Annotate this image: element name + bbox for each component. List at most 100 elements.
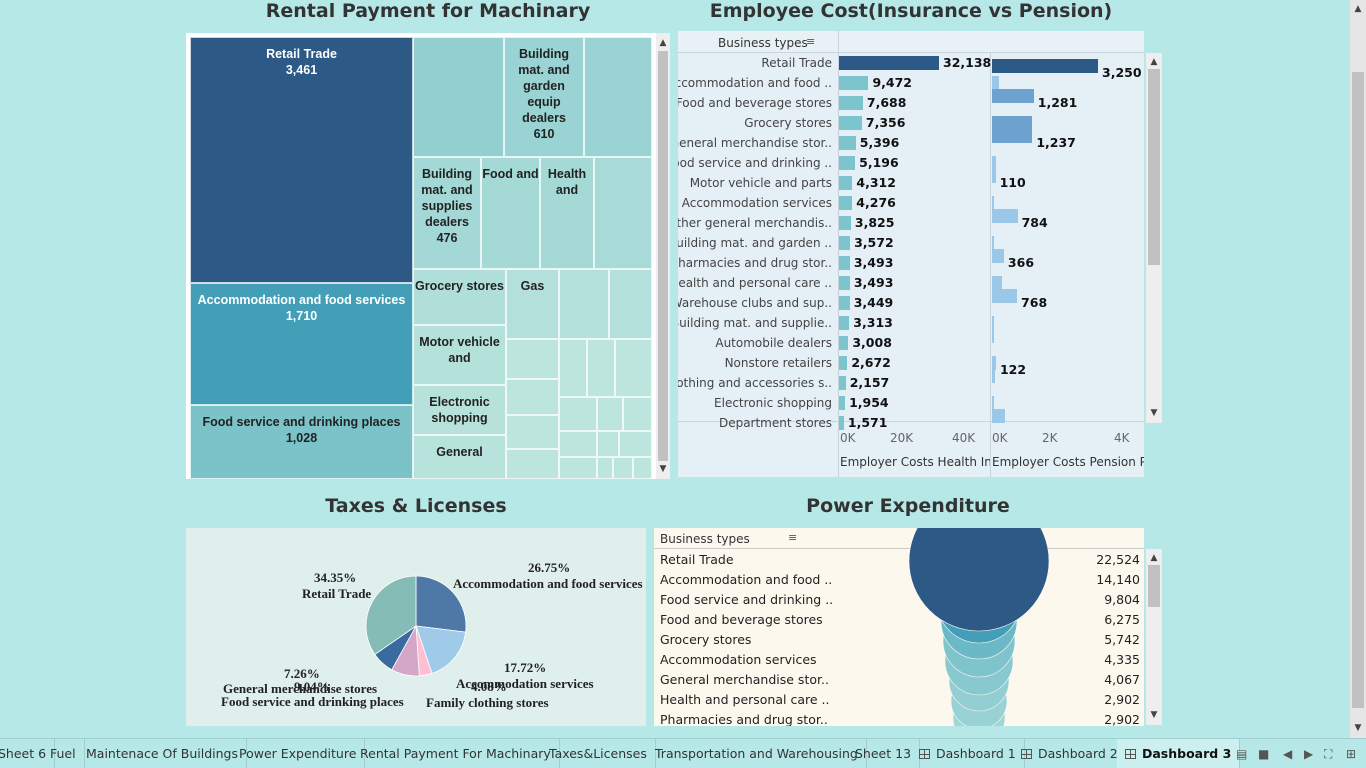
- sheet-tab[interactable]: Dashboard 2: [1013, 739, 1127, 768]
- table-row[interactable]: Motor vehicle and parts 4,312 110: [678, 169, 1144, 193]
- table-row[interactable]: Retail Trade 32,138 3,250: [678, 53, 1144, 80]
- table-row[interactable]: Food service and drinking .. 9,804: [654, 589, 1144, 609]
- treemap-cell[interactable]: [594, 157, 652, 269]
- treemap-cell[interactable]: Building mat. and garden equip dealers 61…: [504, 37, 584, 157]
- pie-slice[interactable]: [415, 575, 467, 633]
- scroll-thumb[interactable]: [1148, 565, 1160, 607]
- table-row[interactable]: Department stores 1,571: [678, 409, 1144, 433]
- scroll-thumb[interactable]: [658, 51, 668, 461]
- treemap-cell[interactable]: [559, 457, 597, 479]
- scroll-down-icon[interactable]: ▼: [659, 464, 667, 474]
- sheet-tab[interactable]: Transportation and Warehousing: [647, 739, 867, 768]
- treemap-cell[interactable]: Grocery stores: [413, 269, 506, 325]
- treemap-cell[interactable]: [609, 269, 652, 339]
- employee-scrollbar[interactable]: ▲ ▼: [1146, 53, 1162, 423]
- treemap-cell[interactable]: [584, 37, 652, 157]
- stop-icon[interactable]: ■: [1258, 747, 1270, 761]
- pension-bar[interactable]: [992, 249, 1004, 263]
- health-bar[interactable]: [839, 316, 850, 330]
- sheet-tab[interactable]: Power Expenditure: [231, 739, 366, 768]
- sheet-tab[interactable]: Dashboard 1: [911, 739, 1025, 768]
- table-row[interactable]: Electronic shopping 1,954: [678, 393, 1144, 413]
- health-bar[interactable]: [839, 196, 853, 210]
- treemap-cell[interactable]: [623, 397, 652, 431]
- treemap-cell[interactable]: Accommodation and food services 1,710: [190, 283, 413, 405]
- health-bar[interactable]: [839, 156, 856, 170]
- pension-bar[interactable]: [992, 209, 1018, 223]
- table-row[interactable]: Accommodation and food .. 9,472: [678, 73, 1144, 93]
- pension-bar[interactable]: [992, 236, 994, 250]
- treemap-cell[interactable]: [615, 339, 652, 397]
- health-bar[interactable]: [839, 376, 846, 390]
- scroll-down-icon[interactable]: ▼: [1150, 710, 1158, 720]
- table-row[interactable]: Other general merchandis.. 3,825 784: [678, 209, 1144, 233]
- table-row[interactable]: Accommodation and food .. 14,140: [654, 569, 1144, 589]
- pension-bar[interactable]: [992, 116, 1033, 130]
- health-bar[interactable]: [839, 416, 844, 430]
- treemap-cell[interactable]: [559, 339, 587, 397]
- health-bar[interactable]: [839, 136, 856, 150]
- treemap-cell[interactable]: [506, 339, 559, 379]
- table-row[interactable]: Accommodation services 4,276: [678, 193, 1144, 213]
- table-row[interactable]: Building mat. and supplie.. 3,313: [678, 313, 1144, 333]
- table-row[interactable]: Food service and drinking .. 5,196: [678, 153, 1144, 173]
- pension-bar[interactable]: [992, 59, 1098, 73]
- table-row[interactable]: Health and personal care .. 3,493: [678, 273, 1144, 293]
- sheet-tab[interactable]: Rental Payment For Machinary: [352, 739, 560, 768]
- table-row[interactable]: Pharmacies and drug stor.. 2,902: [654, 709, 1144, 726]
- treemap-cell[interactable]: [506, 449, 559, 479]
- sheet-tab[interactable]: Sheet 6: [0, 739, 56, 768]
- scroll-up-icon[interactable]: ▲: [1354, 4, 1362, 14]
- table-row[interactable]: Warehouse clubs and sup.. 3,449 768: [678, 289, 1144, 313]
- treemap-cell[interactable]: [506, 379, 559, 415]
- scroll-down-icon[interactable]: ▼: [1150, 408, 1158, 418]
- health-bar[interactable]: [839, 176, 853, 190]
- treemap-cell[interactable]: [597, 397, 623, 431]
- power-scrollbar[interactable]: ▲ ▼: [1146, 549, 1162, 725]
- sheet-tab[interactable]: Maintenace Of Buildings: [78, 739, 247, 768]
- table-row[interactable]: Food and beverage stores 6,275: [654, 609, 1144, 629]
- treemap-cell[interactable]: Electronic shopping: [413, 385, 506, 435]
- treemap-cell[interactable]: Gas: [506, 269, 559, 339]
- table-row[interactable]: Pharmacies and drug stor.. 3,493 366: [678, 249, 1144, 273]
- health-bar[interactable]: [839, 76, 869, 90]
- treemap-scrollbar[interactable]: ▲ ▼: [656, 33, 670, 479]
- pension-bar[interactable]: [992, 409, 1006, 423]
- treemap-cell[interactable]: Building mat. and supplies dealers 476: [413, 157, 481, 269]
- health-bar[interactable]: [839, 216, 851, 230]
- pension-bar[interactable]: [992, 356, 996, 370]
- treemap-cell[interactable]: Health and: [540, 157, 594, 269]
- treemap-cell[interactable]: [559, 269, 609, 339]
- treemap-cell[interactable]: [506, 415, 559, 449]
- scroll-thumb[interactable]: [1148, 69, 1160, 265]
- treemap-cell[interactable]: Food and: [481, 157, 540, 269]
- table-row[interactable]: General merchandise stor.. 4,067: [654, 669, 1144, 689]
- sheet-tab[interactable]: Dashboard 3: [1117, 739, 1241, 768]
- treemap-cell[interactable]: [619, 431, 652, 457]
- health-bar[interactable]: [839, 256, 850, 270]
- pension-bar[interactable]: [992, 329, 994, 343]
- pension-bar[interactable]: [992, 396, 994, 410]
- treemap-cell[interactable]: Motor vehicle and: [413, 325, 506, 385]
- health-bar[interactable]: [839, 96, 863, 110]
- scroll-up-icon[interactable]: ▲: [659, 38, 667, 48]
- treemap-cell[interactable]: [413, 37, 504, 157]
- table-row[interactable]: Building mat. and garden .. 3,572: [678, 233, 1144, 253]
- treemap-cell[interactable]: [559, 431, 597, 457]
- prev-tab-icon[interactable]: ◀: [1283, 747, 1293, 761]
- pension-bar[interactable]: [992, 289, 1018, 303]
- table-row[interactable]: Food and beverage stores 7,688 1,281: [678, 89, 1144, 113]
- pension-bar[interactable]: [992, 76, 1000, 90]
- grid-view-icon[interactable]: ▤: [1236, 747, 1248, 761]
- table-row[interactable]: Grocery stores 5,742: [654, 629, 1144, 649]
- sort-icon[interactable]: ≡: [806, 35, 816, 48]
- scroll-thumb[interactable]: [1352, 72, 1364, 708]
- treemap-cell[interactable]: [633, 457, 652, 479]
- scroll-down-icon[interactable]: ▼: [1354, 723, 1362, 733]
- health-bar[interactable]: [839, 396, 846, 410]
- table-row[interactable]: Automobile dealers 3,008: [678, 329, 1144, 353]
- sheet-tab[interactable]: Fuel: [42, 739, 85, 768]
- table-row[interactable]: Grocery stores 7,356: [678, 113, 1144, 133]
- sheet-tab[interactable]: Sheet 13: [847, 739, 921, 768]
- scroll-up-icon[interactable]: ▲: [1150, 553, 1158, 563]
